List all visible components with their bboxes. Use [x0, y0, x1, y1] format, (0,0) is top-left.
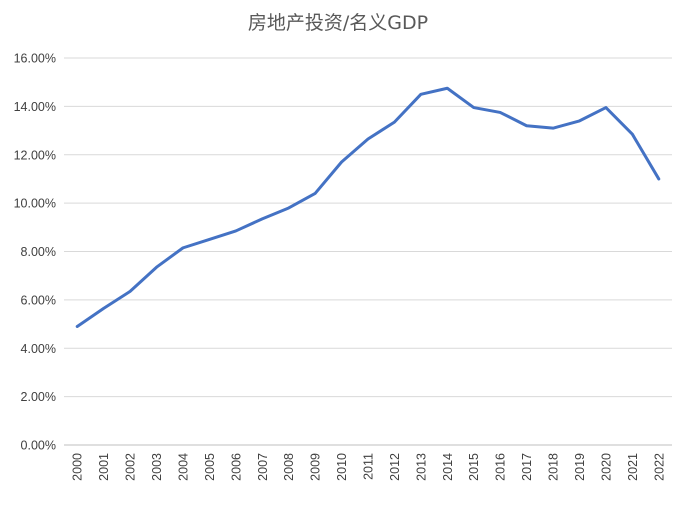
data-point — [393, 120, 396, 124]
x-tick-label: 2002 — [124, 453, 138, 481]
x-tick-label: 2008 — [282, 453, 296, 481]
data-point — [313, 192, 317, 195]
data-point — [128, 290, 132, 293]
x-tick-label: 2004 — [176, 453, 190, 481]
x-tick-label: 2013 — [414, 453, 428, 481]
series-line — [75, 86, 661, 328]
data-point — [366, 137, 370, 141]
x-tick-label: 2021 — [626, 453, 640, 481]
x-tick-label: 2020 — [599, 453, 613, 481]
data-point — [181, 246, 185, 250]
x-tick-label: 2001 — [97, 453, 111, 481]
x-tick-label: 2019 — [573, 453, 587, 481]
x-tick-label: 2015 — [467, 453, 481, 481]
x-tick-label: 2003 — [150, 453, 164, 481]
y-tick-label: 2.00% — [21, 390, 56, 404]
data-point — [155, 266, 158, 269]
chart-title: 房地产投资/名义GDP — [248, 12, 428, 34]
x-tick-label: 2010 — [335, 453, 349, 481]
y-tick-label: 14.00% — [14, 100, 56, 114]
x-tick-label: 2014 — [441, 453, 455, 481]
data-point — [446, 87, 449, 90]
data-point — [498, 111, 502, 114]
y-tick-label: 0.00% — [21, 439, 56, 453]
data-point — [208, 238, 211, 241]
data-point — [578, 119, 581, 123]
data-point — [419, 93, 423, 96]
y-tick-label: 6.00% — [21, 293, 56, 307]
y-axis: 0.00% 2.00% 4.00% 6.00% 8.00% 10.00% 12.00% 14.… — [14, 52, 56, 453]
data-point — [657, 177, 660, 181]
series-group — [75, 86, 661, 328]
y-tick-label: 8.00% — [21, 245, 56, 259]
x-tick-label: 2009 — [309, 453, 323, 481]
data-point — [525, 124, 528, 127]
x-tick-label: 2011 — [362, 453, 376, 480]
data-point — [102, 307, 105, 310]
x-tick-label: 2022 — [652, 453, 666, 481]
y-tick-label: 4.00% — [21, 342, 56, 356]
data-point — [604, 106, 608, 109]
y-tick-label: 10.00% — [14, 197, 56, 211]
data-point — [472, 106, 475, 109]
data-point — [631, 132, 634, 136]
x-tick-label: 2016 — [494, 453, 508, 481]
data-point — [340, 160, 343, 164]
data-point — [551, 126, 555, 130]
x-tick-label: 2000 — [71, 453, 85, 481]
data-point — [261, 217, 264, 221]
data-point — [234, 229, 238, 233]
x-tick-label: 2007 — [256, 453, 270, 481]
x-tick-label: 2006 — [229, 453, 243, 481]
y-tick-label: 12.00% — [14, 148, 56, 162]
data-point — [287, 206, 290, 210]
y-tick-label: 16.00% — [14, 52, 56, 66]
x-tick-label: 2018 — [547, 453, 561, 481]
x-tick-label: 2012 — [388, 453, 402, 481]
x-tick-label: 2005 — [203, 453, 217, 481]
data-point — [76, 325, 79, 328]
x-axis: 2000 2001 2002 2003 2004 2005 2006 2007 2008 2009… — [64, 444, 672, 481]
x-tick-label: 2017 — [520, 453, 534, 481]
gridlines — [64, 57, 672, 398]
